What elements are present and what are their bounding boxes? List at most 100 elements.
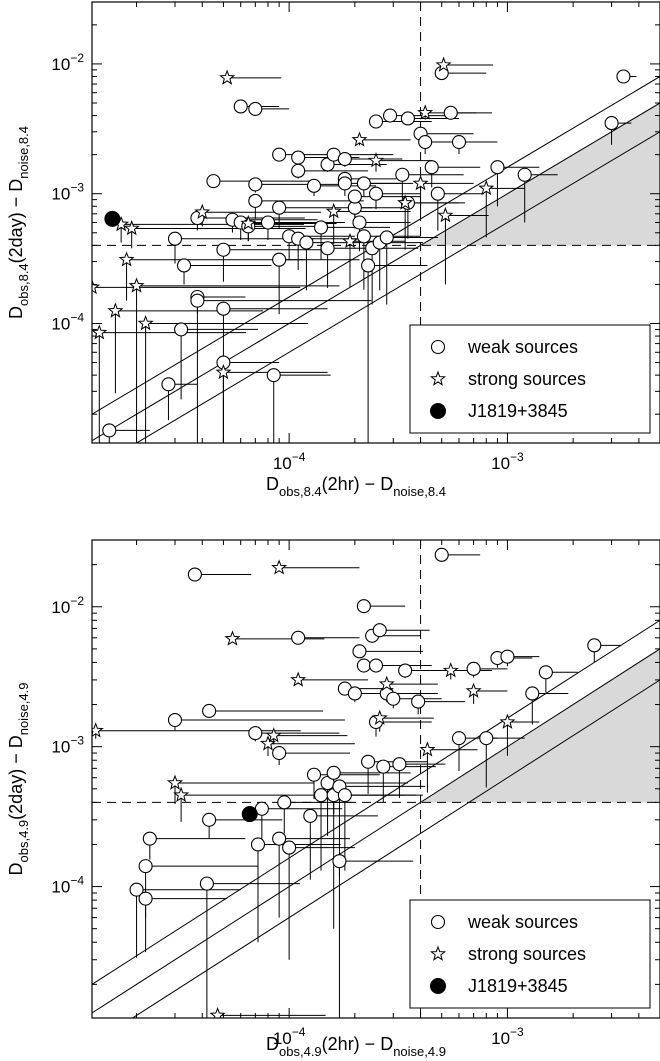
diagonal-line-1 xyxy=(131,679,660,1018)
legend-label: weak sources xyxy=(467,337,578,357)
legend-label: J1819+3845 xyxy=(468,401,568,421)
weak-source-point xyxy=(260,215,276,230)
weak-source-point xyxy=(356,599,371,614)
plot-frame xyxy=(91,539,660,1019)
weak-source-point xyxy=(142,831,157,846)
weak-source-point xyxy=(326,765,341,780)
x-axis-label: Dobs,4.9(2hr) − Dnoise,4.9 xyxy=(266,1034,446,1059)
strong-source-point xyxy=(290,671,307,687)
weak-source-point xyxy=(383,108,398,123)
weak-source-point xyxy=(291,163,306,178)
legend: weak sources strong sources J1819+3845 xyxy=(409,324,651,434)
weak-source-point xyxy=(361,754,376,769)
strong-source-point xyxy=(465,682,482,698)
weak-source-point xyxy=(190,293,205,308)
plot-area xyxy=(92,540,660,1018)
strong-source-point xyxy=(166,774,184,790)
weak-source-point xyxy=(313,220,329,235)
x-tick-label: 10−4 xyxy=(273,450,306,473)
weak-source-point xyxy=(206,174,221,189)
weak-source-point xyxy=(356,229,371,244)
diagonal-line-3 xyxy=(92,619,660,985)
strong-source-point xyxy=(341,232,358,249)
weak-source-point xyxy=(303,808,318,823)
diagonal-line-1 xyxy=(135,131,660,443)
legend-label: J1819+3845 xyxy=(468,976,568,996)
weak-source-point xyxy=(411,694,426,709)
x-tick-label: 10−3 xyxy=(491,450,524,473)
y-tick-label: 10−4 xyxy=(51,310,84,333)
weak-source-point xyxy=(379,230,394,245)
weak-source-point xyxy=(248,101,263,116)
strong-source-point xyxy=(209,1006,226,1018)
weak-source-point xyxy=(272,746,287,761)
legend-filled-circle-icon xyxy=(430,403,446,419)
weak-source-point xyxy=(386,691,401,706)
weak-source-point xyxy=(306,767,322,782)
legend-label: strong sources xyxy=(468,369,586,389)
weak-source-point xyxy=(368,186,384,201)
strong-source-point xyxy=(215,363,232,380)
weak-source-point xyxy=(587,638,602,653)
weak-source-point xyxy=(356,658,371,673)
strong-source-point xyxy=(194,203,211,220)
weak-source-point xyxy=(372,623,387,638)
strong-source-point xyxy=(419,741,436,757)
weak-source-point xyxy=(451,135,467,150)
plot-area xyxy=(92,2,660,443)
strong-source-point xyxy=(378,675,395,691)
strong-source-point xyxy=(265,727,282,743)
x-tick-label: 10−4 xyxy=(273,1025,306,1048)
strong-source-point xyxy=(259,735,276,751)
weak-source-point xyxy=(356,176,371,191)
weak-source-point xyxy=(538,665,553,680)
weak-source-point xyxy=(320,241,335,256)
weak-source-point xyxy=(176,258,192,273)
weak-source-point xyxy=(277,795,292,810)
strong-source-point xyxy=(367,152,385,168)
y-axis-label: Dobs,4.9(2day) − Dnoise,4.9 xyxy=(6,683,31,876)
weak-source-point xyxy=(202,703,217,719)
legend-label: strong sources xyxy=(468,944,586,964)
weak-source-point xyxy=(174,322,189,337)
weak-source-point xyxy=(306,178,322,193)
weak-source-point xyxy=(248,193,263,208)
weak-source-point xyxy=(129,882,144,897)
strong-source-point xyxy=(412,174,429,191)
weak-source-point xyxy=(424,160,439,175)
legend-circle-icon xyxy=(430,339,446,355)
weak-source-point xyxy=(368,658,384,673)
weak-source-point xyxy=(347,686,362,701)
weak-source-point xyxy=(347,189,362,204)
strong-source-point xyxy=(397,194,414,210)
weak-source-point xyxy=(272,831,287,846)
top-panel: 10−4 10−3 10−4 10−3 10−2 Dobs,8.4(2hr) − Dnoi… xyxy=(6,1,660,499)
weak-source-point xyxy=(616,69,631,84)
weak-source-point xyxy=(216,301,231,316)
weak-source-point xyxy=(167,231,183,246)
strong-source-point xyxy=(417,104,434,120)
weak-source-point xyxy=(138,891,153,906)
legend-filled-circle-icon xyxy=(430,978,446,994)
weak-source-point xyxy=(202,812,217,827)
strong-source-point xyxy=(325,202,342,219)
strong-source-point xyxy=(437,206,454,223)
weak-source-point xyxy=(291,630,306,645)
y-tick-label: 10−2 xyxy=(51,51,84,74)
weak-source-point xyxy=(400,111,415,126)
legend-star-icon xyxy=(429,370,447,386)
weak-source-point xyxy=(248,726,263,741)
weak-source-point xyxy=(248,177,263,192)
weak-source-point xyxy=(138,859,153,874)
y-tick-label: 10−3 xyxy=(51,181,84,204)
weak-source-point xyxy=(216,242,231,257)
strong-source-point xyxy=(435,56,452,72)
legend-circle-icon xyxy=(430,914,446,930)
strong-source-point xyxy=(107,302,124,318)
legend-label: weak sources xyxy=(467,912,578,932)
weak-source-point xyxy=(313,788,329,803)
bottom-panel: 10−4 10−3 10−4 10−3 10−2 Dobs,4.9(2hr) − Dnoi… xyxy=(6,539,660,1059)
legend-star-icon xyxy=(429,945,447,961)
strong-source-point xyxy=(92,722,104,738)
